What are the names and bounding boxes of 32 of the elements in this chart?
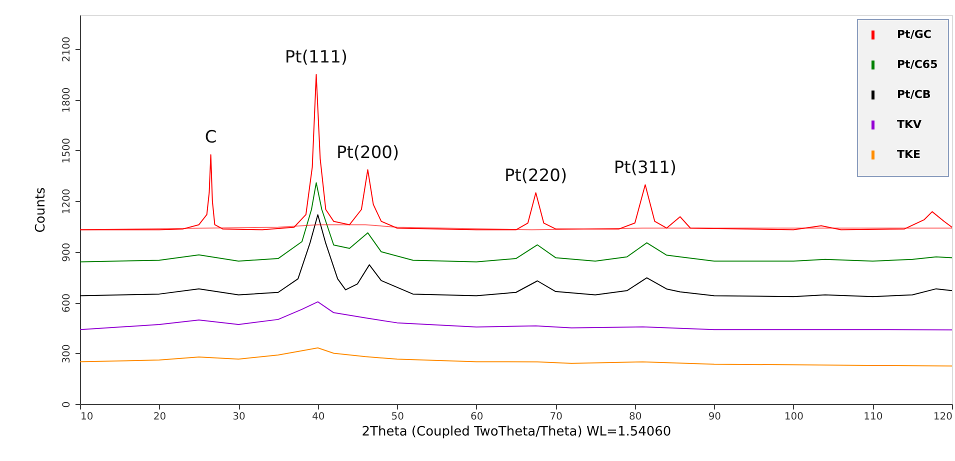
x-axis-title: 2Theta (Coupled TwoTheta/Theta) WL=1.54060	[362, 424, 672, 440]
x-tick-label: 60	[470, 412, 484, 422]
legend-label: Pt/C65	[897, 58, 938, 71]
x-tick-label: 120	[933, 412, 952, 422]
x-tick-label: 40	[312, 412, 325, 422]
y-tick-label: 900	[62, 242, 72, 262]
y-tick-label: 2100	[62, 36, 72, 62]
legend-label: Pt/CB	[897, 88, 931, 101]
annotation: Pt(311)	[614, 158, 677, 178]
x-tick-label: 50	[391, 412, 404, 422]
legend-label: TKE	[897, 148, 921, 161]
annotation: Pt(200)	[336, 142, 400, 163]
x-tick-label: 20	[153, 412, 166, 422]
y-tick-label: 1800	[62, 87, 72, 113]
x-tick-label: 90	[708, 412, 722, 422]
annotation: Pt(111)	[284, 48, 348, 68]
y-tick-label: 1500	[62, 138, 72, 164]
x-tick-label: 80	[629, 412, 642, 422]
y-tick-label: 300	[62, 344, 72, 364]
y-tick-label: 0	[62, 401, 72, 408]
annotation: C	[204, 128, 217, 148]
x-tick-label: 10	[80, 412, 94, 422]
x-tick-label: 100	[784, 412, 804, 422]
x-tick-label: 70	[550, 412, 563, 422]
y-axis-title: Counts	[34, 187, 48, 233]
legend-label: Pt/GC	[897, 28, 932, 41]
y-tick-label: 1200	[62, 188, 72, 214]
annotation: Pt(220)	[504, 166, 568, 186]
y-tick-label: 600	[62, 293, 72, 313]
x-tick-label: 30	[232, 412, 246, 422]
x-tick-label: 110	[864, 412, 883, 422]
legend-label: TKV	[897, 118, 922, 131]
